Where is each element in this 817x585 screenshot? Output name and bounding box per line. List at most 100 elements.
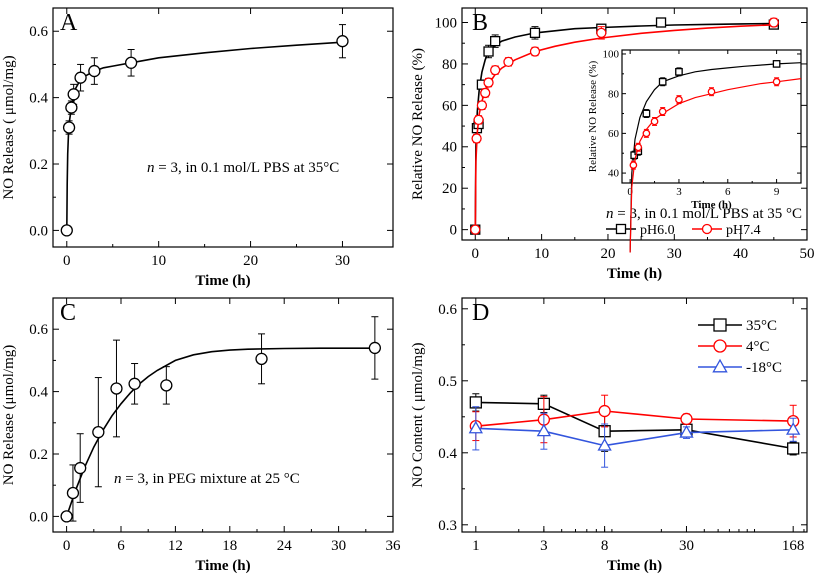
x-axis-label: Time (h)	[195, 273, 250, 289]
data-point	[490, 35, 501, 47]
series-line	[474, 24, 774, 230]
legend-marker	[713, 339, 727, 353]
data-point	[62, 121, 76, 134]
series-4-c	[469, 394, 800, 444]
x-axis-label: Time (h)	[607, 266, 662, 282]
x-tick-label: 6	[725, 186, 731, 198]
y-tick-label: 40	[608, 168, 620, 180]
y-axis-label: Relative NO Release (%)	[587, 60, 599, 172]
x-tick-label: 0	[63, 538, 71, 554]
y-tick-label: 100	[435, 15, 458, 31]
data-point	[597, 437, 612, 451]
x-tick-label: 1	[472, 538, 480, 554]
x-tick-label: 9	[774, 186, 780, 198]
y-tick-label: 60	[442, 98, 457, 114]
x-tick-label: 50	[800, 246, 815, 262]
legend-label: pH7.4	[726, 223, 761, 238]
data-point	[772, 60, 781, 68]
data-point	[88, 64, 101, 78]
x-axis-label: Time (h)	[607, 558, 662, 574]
y-tick-label: 0.3	[438, 518, 457, 534]
data-point	[473, 114, 484, 126]
y-axis-label: NO Content ( μmol/mg)	[410, 342, 426, 487]
data-point	[679, 424, 694, 438]
x-tick-label: 0	[627, 186, 633, 198]
panel-letter: A	[60, 10, 78, 36]
y-tick-label: 0.6	[29, 24, 48, 40]
x-tick-label: 36	[386, 538, 402, 554]
y-tick-label: 0.0	[29, 223, 48, 239]
data-point	[483, 77, 494, 88]
legend-entry: 35°C	[698, 318, 777, 334]
y-tick-label: 20	[442, 181, 457, 197]
x-tick-label: 30	[679, 538, 694, 554]
legend-entry: -18°C	[698, 358, 782, 376]
data-point	[529, 46, 541, 57]
series-no-release	[60, 316, 382, 523]
data-point	[655, 17, 667, 28]
data-point	[74, 461, 87, 475]
annotation-text: n = 3, in PEG mixture at 25 °C	[114, 471, 300, 487]
panel-b-inset: 0 3 6 9 40 60 80 100 Time (h) Relative NO Release…	[587, 49, 802, 253]
y-axis-label: Relative NO Release (%)	[410, 48, 426, 200]
y-tick-label: 80	[608, 88, 620, 100]
data-point	[598, 404, 611, 418]
y-axis-label: NO Release ( μmol/mg)	[1, 55, 17, 199]
legend-label: 35°C	[746, 318, 777, 334]
plot-frame	[52, 297, 394, 533]
data-point	[629, 161, 638, 169]
data-point	[675, 95, 683, 104]
data-point	[642, 109, 651, 118]
y-tick-label: 0.4	[438, 446, 457, 462]
data-point	[476, 100, 488, 111]
data-point	[707, 87, 716, 96]
y-axis-label: NO Release (μmol/mg)	[1, 345, 17, 486]
data-point	[675, 67, 683, 76]
data-point	[128, 377, 141, 390]
y-tick-label: 0.4	[29, 91, 48, 107]
legend: 35°C 4°C -18°C	[698, 318, 782, 376]
x-tick-label: 20	[600, 246, 615, 262]
legend: pH6.0 pH7.4	[606, 223, 761, 238]
panel-d: 1 3 8 30 168 0.3 0.4 0.5 0.6 Time (h) NO Content (…	[410, 297, 808, 574]
annotation-text: n = 3, in 0.1 mol/L PBS at 35 °C	[606, 206, 802, 222]
y-tick-label: 0.6	[438, 302, 457, 318]
data-point	[596, 27, 607, 39]
annotation-text: n = 3, in 0.1 mol/L PBS at 35°C	[147, 160, 339, 176]
panel-c: 0 6 12 18 24 30 36 0.0 0.2 0.4 0.6 Time (h) NO Relea…	[1, 297, 402, 574]
legend-entry: 4°C	[698, 339, 770, 355]
y-tick-label: 0.4	[29, 385, 48, 401]
x-tick-label: 30	[335, 253, 350, 269]
x-tick-label: 20	[243, 253, 258, 269]
data-point	[529, 27, 541, 39]
x-tick-label: 168	[782, 538, 805, 554]
data-point	[60, 510, 73, 523]
x-tick-label: 30	[667, 246, 682, 262]
legend-entry: pH7.4	[692, 223, 761, 238]
data-point	[680, 412, 693, 426]
data-point	[536, 423, 552, 437]
data-point	[490, 64, 501, 76]
legend-marker	[701, 223, 713, 235]
legend-marker	[712, 358, 728, 373]
data-point	[658, 107, 667, 116]
y-tick-label: 0.5	[438, 374, 457, 390]
data-point	[480, 87, 491, 99]
data-point	[110, 382, 123, 395]
data-point	[786, 422, 801, 435]
legend-marker	[615, 223, 627, 235]
data-point	[787, 442, 800, 455]
panel-letter: C	[60, 300, 76, 326]
data-point	[92, 426, 105, 439]
y-tick-label: 40	[442, 140, 457, 156]
legend-marker	[713, 318, 727, 332]
data-point	[470, 224, 481, 235]
data-point	[483, 46, 494, 57]
y-tick-label: 100	[603, 49, 620, 61]
x-tick-label: 8	[601, 538, 609, 554]
series-no-release	[60, 24, 349, 237]
x-tick-label: 6	[117, 538, 125, 554]
data-point	[642, 129, 651, 138]
data-point	[471, 133, 482, 144]
